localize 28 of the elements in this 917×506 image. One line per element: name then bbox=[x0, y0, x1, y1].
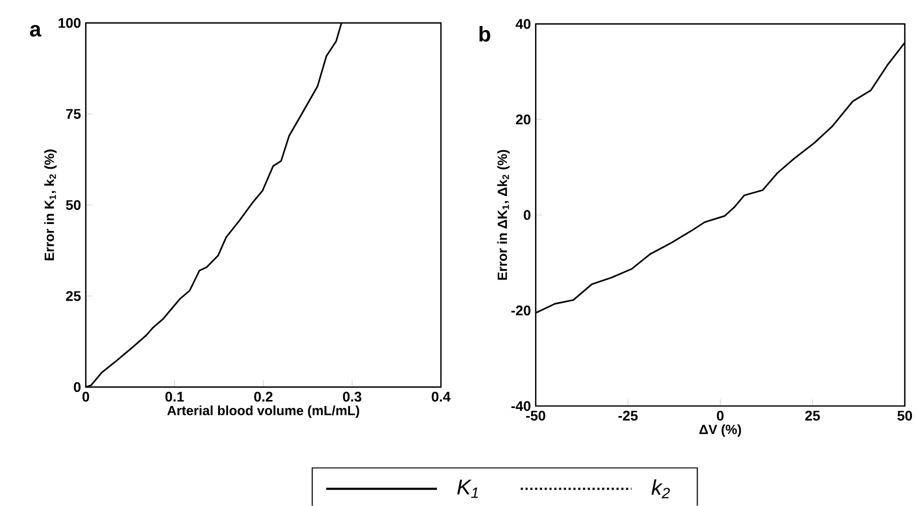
x-tick-label: 0 bbox=[82, 392, 90, 402]
x-tick-label: 0.2 bbox=[254, 392, 273, 402]
x-tick-label: 25 bbox=[805, 410, 820, 420]
x-tick-label: 0 bbox=[716, 410, 724, 420]
chart-title: a bbox=[30, 24, 42, 36]
y-tick-label: 25 bbox=[66, 290, 81, 301]
text: K$_{1}$ bbox=[457, 480, 478, 498]
y-axis-title: Error in ΔK$_{1}$, Δk$_{2}$ (%) bbox=[497, 150, 510, 280]
y-tick-label: 50 bbox=[66, 200, 81, 210]
y-tick-label: -40 bbox=[511, 400, 530, 411]
y-tick-label: 0 bbox=[74, 382, 81, 392]
x-tick-label: -25 bbox=[618, 410, 638, 420]
y-tick-label: 40 bbox=[516, 18, 530, 29]
x-tick-label: 0.4 bbox=[432, 392, 451, 402]
y-tick-label: 20 bbox=[516, 114, 530, 124]
y-tick-label: -20 bbox=[511, 305, 530, 316]
y-axis-title: Error in K$_{1}$, k$_{2}$ (%) bbox=[44, 149, 57, 260]
chart-title: b bbox=[480, 26, 490, 42]
y-tick-label: 75 bbox=[66, 108, 81, 119]
y-tick-label: 100 bbox=[58, 18, 81, 28]
x-tick-label: 50 bbox=[897, 410, 912, 420]
x-tick-label: -50 bbox=[526, 410, 546, 420]
legend-label: k$_{2}$ bbox=[651, 479, 670, 498]
x-axis-title: Arterial blood volume (mL/mL) bbox=[167, 405, 360, 418]
y-tick-label: 0 bbox=[524, 210, 530, 220]
x-tick-label: 0.1 bbox=[165, 392, 184, 402]
x-axis-title: ΔV (%) bbox=[699, 424, 741, 437]
x-tick-label: 0.3 bbox=[342, 392, 362, 402]
